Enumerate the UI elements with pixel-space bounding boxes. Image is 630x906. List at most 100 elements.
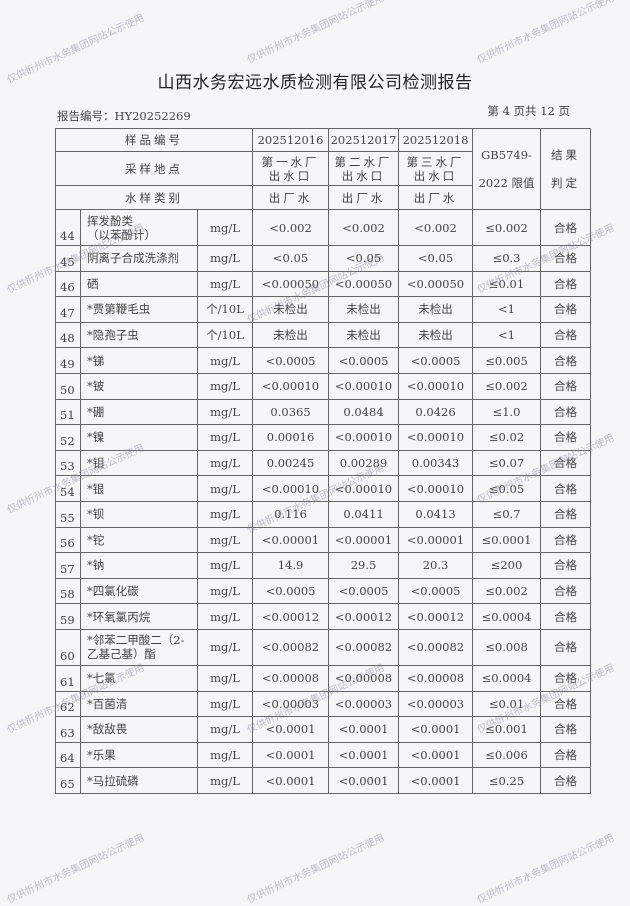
sample-value: <0.00010 (252, 475, 330, 502)
row-number: 45 (55, 245, 81, 272)
sample-value: 0.0411 (328, 500, 400, 528)
limit-value: ≤0.25 (472, 767, 542, 794)
row-number: 62 (55, 690, 81, 718)
table-row: 46 硒 mg/L <0.00050 <0.00050 <0.00050 ≤0.01 合格 (55, 270, 592, 298)
sample-type: 出厂水 (398, 185, 474, 210)
sample-value: <0.0005 (398, 577, 474, 605)
sample-value: 0.00245 (252, 449, 330, 477)
unit: 个/10L (196, 321, 254, 349)
unit: mg/L (196, 398, 254, 426)
limit-value: ≤0.07 (472, 449, 542, 477)
item-name: *邻苯二甲酸二（2- 乙基己基）酯 (80, 628, 198, 666)
limit-value: ≤0.01 (472, 690, 542, 718)
limit-value: ≤0.002 (472, 577, 542, 605)
unit: 个/10L (196, 296, 254, 323)
sample-value: <0.00010 (398, 372, 474, 400)
limit-value: ≤0.002 (472, 372, 542, 400)
unit: mg/L (196, 475, 254, 502)
item-name: *钡 (80, 500, 198, 528)
sample-value: <0.00001 (252, 526, 330, 554)
result-value: 合格 (540, 270, 592, 298)
row-number: 64 (55, 741, 81, 769)
table-row: 62 *百菌清 mg/L <0.00003 <0.00003 <0.00003 ≤0.01 合… (55, 690, 592, 718)
sample-value: <0.00008 (252, 664, 330, 692)
unit: mg/L (196, 628, 254, 666)
sample-value: <0.0005 (252, 577, 330, 605)
limit-value: ≤200 (472, 552, 542, 579)
row-number: 51 (55, 398, 81, 426)
row-number: 49 (55, 347, 81, 374)
sample-value: <0.002 (328, 209, 400, 246)
item-name: *贾第鞭毛虫 (80, 296, 198, 323)
limit-value: ≤0.0004 (472, 664, 542, 692)
sample-value: <0.00012 (252, 603, 330, 630)
item-name: *敌敌畏 (80, 716, 198, 743)
sample-value: 0.0365 (252, 398, 330, 426)
item-name: *铊 (80, 526, 198, 554)
sample-value: <0.00050 (328, 270, 400, 298)
sample-value: 未检出 (398, 321, 474, 349)
item-name: 阴离子合成洗涤剂 (80, 245, 198, 272)
watermark: 仅供忻州市水务集团网站公示使用 (475, 832, 617, 906)
row-number: 47 (55, 296, 81, 323)
item-name: *锑 (80, 347, 198, 374)
sample-value: <0.0001 (398, 767, 474, 794)
result-value: 合格 (540, 526, 592, 554)
table-row: 56 *铊 mg/L <0.00001 <0.00001 <0.00001 ≤0.0001 合… (55, 526, 592, 554)
sample-value: <0.00050 (252, 270, 330, 298)
sample-value: 0.0484 (328, 398, 400, 426)
sample-value: <0.0005 (328, 577, 400, 605)
location-line: 第二水厂 (334, 154, 393, 169)
result-value: 合格 (540, 321, 592, 349)
unit: mg/L (196, 245, 254, 272)
item-name: 挥发酚类 （以苯酚计） (80, 209, 198, 246)
table-row: 55 *钡 mg/L 0.116 0.0411 0.0413 ≤0.7 合格 (55, 500, 592, 528)
location-line: 第三水厂 (406, 154, 465, 169)
sample-value: <0.00010 (328, 372, 400, 400)
table-row: 47 *贾第鞭毛虫 个/10L 未检出 未检出 未检出 <1 合格 (55, 296, 592, 323)
sample-value: <0.0001 (252, 767, 330, 794)
watermark: 仅供忻州市水务集团网站公示使用 (5, 832, 147, 906)
result-value: 合格 (540, 424, 592, 451)
table-row: 63 *敌敌畏 mg/L <0.0001 <0.0001 <0.0001 ≤0.001 合格 (55, 716, 592, 743)
table-row: 53 *钼 mg/L 0.00245 0.00289 0.00343 ≤0.07 合格 (55, 449, 592, 477)
limit-value: ≤0.008 (472, 628, 542, 666)
sample-value: <0.00001 (328, 526, 400, 554)
item-name: *七氯 (80, 664, 198, 692)
result-value: 合格 (540, 577, 592, 605)
sample-value: <0.0001 (328, 741, 400, 769)
limit-value: ≤0.006 (472, 741, 542, 769)
row-number: 58 (55, 577, 81, 605)
unit: mg/L (196, 372, 254, 400)
sample-value: 0.00016 (252, 424, 330, 451)
limit-value: ≤0.0004 (472, 603, 542, 630)
unit: mg/L (196, 424, 254, 451)
table-row: 49 *锑 mg/L <0.0005 <0.0005 <0.0005 ≤0.005 合格 (55, 347, 592, 374)
limit-value: ≤0.01 (472, 270, 542, 298)
row-number: 57 (55, 552, 81, 579)
sample-value: <0.0001 (328, 767, 400, 794)
location-line: 第一水厂 (261, 154, 320, 169)
table-row: 58 *四氯化碳 mg/L <0.0005 <0.0005 <0.0005 ≤0.002 合格 (55, 577, 592, 605)
sample-value: <0.00003 (252, 690, 330, 718)
sample-value: <0.00008 (398, 664, 474, 692)
sample-value: 0.0413 (398, 500, 474, 528)
sample-value: <0.0005 (252, 347, 330, 374)
row-number: 56 (55, 526, 81, 554)
sample-value: <0.00082 (252, 628, 330, 666)
limit-value: ≤0.7 (472, 500, 542, 528)
limit-label-1: GB5749- (481, 148, 532, 162)
watermark: 仅供忻州市水务集团网站公示使用 (245, 832, 387, 906)
result-value: 合格 (540, 628, 592, 666)
table-row: 54 *银 mg/L <0.00010 <0.00010 <0.00010 ≤0.05 合格 (55, 475, 592, 502)
item-name: *铍 (80, 372, 198, 400)
unit: mg/L (196, 741, 254, 769)
table-row: 44 挥发酚类 （以苯酚计） mg/L <0.002 <0.002 <0.002 ≤0.002… (55, 209, 592, 246)
sample-value: 20.3 (398, 552, 474, 579)
row-number: 60 (55, 628, 81, 666)
sample-value: <0.05 (328, 245, 400, 272)
sample-value: <0.00082 (398, 628, 474, 666)
header-row-sample-no: 样品编号 202512016 202512017 202512018 GB574… (54, 128, 592, 210)
result-value: 合格 (540, 767, 592, 794)
sample-type: 出厂水 (252, 185, 330, 210)
